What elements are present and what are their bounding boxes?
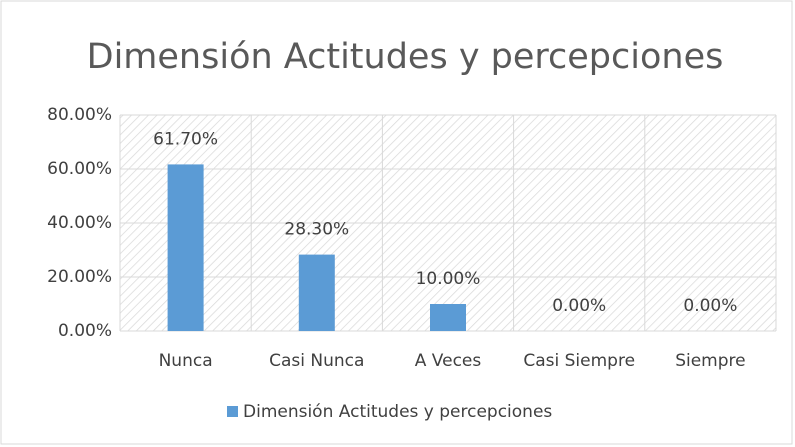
bar	[167, 164, 204, 331]
legend-swatch	[227, 406, 238, 417]
x-tick-label: Siempre	[675, 351, 745, 371]
x-tick-label: Casi Nunca	[269, 351, 364, 371]
y-tick-label: 20.00%	[47, 267, 112, 287]
y-tick-label: 80.00%	[47, 105, 112, 125]
value-label: 0.00%	[683, 296, 737, 316]
bar	[430, 304, 466, 331]
x-tick-label: Nunca	[159, 351, 213, 371]
y-tick-label: 40.00%	[47, 213, 112, 233]
value-label: 61.70%	[153, 129, 218, 149]
value-label: 0.00%	[552, 296, 606, 316]
value-label: 28.30%	[284, 220, 349, 240]
y-tick-label: 0.00%	[58, 321, 112, 341]
bar	[298, 254, 335, 331]
value-label: 10.00%	[416, 269, 481, 289]
x-tick-label: Casi Siempre	[523, 351, 635, 371]
y-tick-label: 60.00%	[47, 159, 112, 179]
legend-label: Dimensión Actitudes y percepciones	[243, 402, 552, 422]
chart-title: Dimensión Actitudes y percepciones	[87, 37, 724, 77]
x-tick-label: A Veces	[415, 351, 482, 371]
